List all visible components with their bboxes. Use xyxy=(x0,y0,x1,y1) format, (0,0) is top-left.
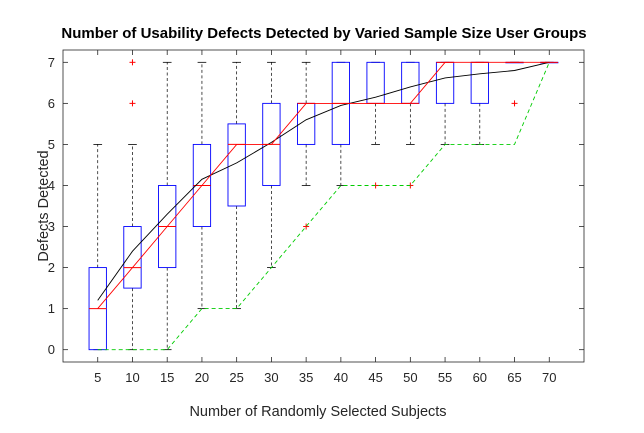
box-group-45 xyxy=(366,61,385,189)
box-group-40 xyxy=(331,61,350,186)
y-tick-label: 0 xyxy=(48,342,55,357)
y-tick-label: 3 xyxy=(48,219,55,234)
iqr-box xyxy=(435,61,455,104)
iqr-box xyxy=(401,61,420,104)
series-line-0 xyxy=(97,61,550,301)
iqr-box xyxy=(227,123,246,207)
box-group-10 xyxy=(123,59,142,351)
y-axis-label: Defects Detected xyxy=(36,150,52,261)
x-tick-label: 65 xyxy=(507,370,521,385)
x-tick-label: 20 xyxy=(195,370,209,385)
x-tick-label: 25 xyxy=(229,370,243,385)
box-group-50 xyxy=(401,61,420,189)
x-tick-label: 40 xyxy=(334,370,348,385)
y-tick-label: 4 xyxy=(48,178,55,193)
x-tick-label: 15 xyxy=(160,370,174,385)
x-tick-label: 55 xyxy=(438,370,452,385)
x-tick-label: 5 xyxy=(94,370,101,385)
y-tick-label: 2 xyxy=(48,260,55,275)
series-line-1 xyxy=(97,61,550,309)
x-tick-label: 50 xyxy=(403,370,417,385)
y-tick-label: 7 xyxy=(48,55,55,70)
x-tick-label: 35 xyxy=(299,370,313,385)
y-tick-label: 5 xyxy=(48,137,55,152)
series-line-2 xyxy=(97,62,550,351)
x-tick-label: 30 xyxy=(264,370,278,385)
box-group-25 xyxy=(227,61,246,310)
chart-title: Number of Usability Defects Detected by … xyxy=(61,25,586,42)
iqr-box xyxy=(123,226,142,289)
box-group-35 xyxy=(297,61,316,230)
box-group-5 xyxy=(88,144,107,351)
y-tick-label: 1 xyxy=(48,301,55,316)
x-tick-label: 70 xyxy=(542,370,556,385)
box-group-30 xyxy=(262,61,281,268)
plot-frame xyxy=(62,49,585,363)
x-tick-label: 60 xyxy=(473,370,487,385)
y-tick-label: 6 xyxy=(48,96,55,111)
iqr-box xyxy=(470,61,489,104)
x-tick-label: 10 xyxy=(125,370,139,385)
box-group-15 xyxy=(158,61,177,351)
x-tick-label: 45 xyxy=(368,370,382,385)
box-group-55 xyxy=(435,61,455,145)
x-axis-label: Number of Randomly Selected Subjects xyxy=(189,404,446,420)
